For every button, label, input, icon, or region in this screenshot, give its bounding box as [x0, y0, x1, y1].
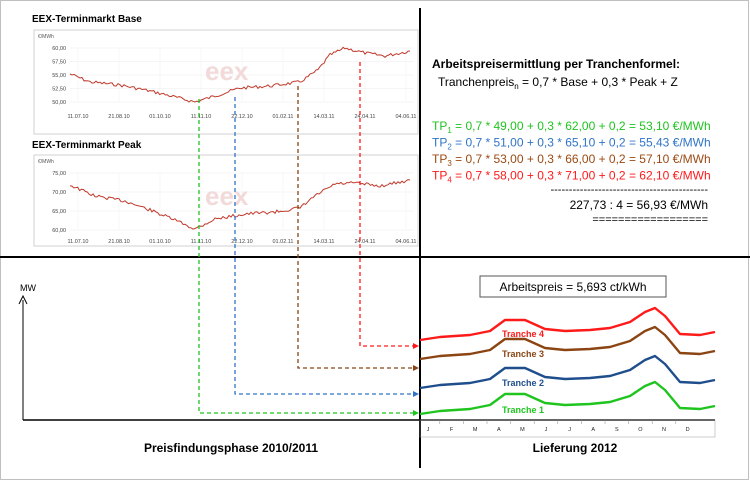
connector-red — [359, 62, 413, 347]
arrowhead-brown — [413, 365, 419, 371]
month-label: A — [497, 427, 501, 433]
month-label: D — [686, 427, 690, 433]
peak-chart-title: EEX-Terminmarkt Peak — [32, 140, 142, 151]
formula-text-after: = 0,7 * Base + 0,3 * Peak + Z — [519, 75, 678, 89]
connector-green — [198, 99, 413, 414]
x-tick-label: 01.10.10 — [149, 239, 170, 245]
x-tick-label: 22.12.10 — [231, 239, 252, 245]
formula-subscript: n — [514, 82, 518, 91]
month-label: F — [450, 427, 454, 433]
peak-watermark: eex — [205, 181, 249, 211]
base-grid — [70, 47, 414, 103]
tranche-curves: Tranche 1 Tranche 2 Tranche 3 Tranche 4 — [419, 306, 716, 416]
x-tick-label: 11.11.10 — [191, 114, 212, 120]
x-tick-label: 01.02.11 — [272, 239, 293, 245]
mw-axis-label: MW — [20, 283, 36, 293]
arrowhead-red — [413, 343, 419, 349]
tranche-curve — [419, 325, 716, 361]
tranche-label: Tranche 3 — [502, 349, 544, 359]
x-tick-label: 21.08.10 — [108, 239, 129, 245]
tranche-price-line: TP3 = 0,7 * 53,00 + 0,3 * 66,00 + 0,2 = … — [432, 152, 711, 168]
y-tick-label: 70,00 — [52, 190, 66, 196]
base-chart-title: EEX-Terminmarkt Base — [32, 14, 142, 25]
connector-blue — [234, 97, 413, 395]
tranche-price-lines: TP1 = 0,7 * 49,00 + 0,3 * 62,00 + 0,2 = … — [432, 119, 711, 185]
tranche-price-line: TP4 = 0,7 * 58,00 + 0,3 * 71,00 + 0,2 = … — [432, 169, 711, 185]
formula-dash-line: ----------------------------------------… — [550, 184, 708, 196]
x-tick-label: 24.04.11 — [354, 239, 375, 245]
x-tick-label: 04.06.11 — [395, 114, 416, 120]
base-watermark: eex — [205, 56, 249, 86]
base-y-labels: 60,00 57,50 55,00 52,50 50,00 — [52, 46, 66, 106]
x-tick-label: 01.02.11 — [272, 114, 293, 120]
arrowhead-green — [413, 410, 419, 416]
formula-expression: Tranchenpreisn = 0,7 * Base + 0,3 * Peak… — [438, 75, 678, 91]
y-tick-label: 57,50 — [52, 60, 66, 66]
tranche-price-line: TP2 = 0,7 * 51,00 + 0,3 * 65,10 + 0,2 = … — [432, 136, 711, 152]
month-label: M — [473, 427, 478, 433]
peak-price-line — [69, 179, 411, 230]
tranche-price-line: TP1 = 0,7 * 49,00 + 0,3 * 62,00 + 0,2 = … — [432, 119, 711, 135]
month-label: J — [568, 427, 571, 433]
tranche-label: Tranche 2 — [502, 378, 544, 388]
formula-eq-line: ================== — [592, 214, 708, 226]
base-chart-unit: €/MWh — [38, 34, 54, 40]
arbeitspreis-box — [479, 275, 667, 298]
y-tick-label: 65,00 — [52, 209, 66, 215]
mw-axis-arrow — [18, 294, 28, 305]
y-tick-label: 55,00 — [52, 73, 66, 79]
base-chart-frame — [33, 29, 419, 135]
tranche-curve — [419, 306, 716, 342]
base-chart: €/MWh 60,00 57,50 55,00 52,50 50,00 11.07.10… — [33, 29, 419, 135]
x-tick-label: 11.07.10 — [67, 114, 88, 120]
x-tick-label: 22.12.10 — [231, 114, 252, 120]
tranche-label: Tranche 1 — [502, 405, 544, 415]
peak-chart-unit: €/MWh — [38, 159, 54, 165]
x-tick-label: 11.07.10 — [67, 239, 88, 245]
arrowhead-blue — [413, 391, 419, 397]
peak-y-labels: 75,00 70,00 65,00 60,00 — [52, 171, 66, 234]
connector-brown — [297, 86, 413, 369]
peak-grid — [70, 172, 414, 231]
month-label: N — [662, 427, 666, 433]
arbeitspreis-label: Arbeitspreis = 5,693 ct/kWh — [499, 280, 646, 294]
month-strip — [419, 419, 716, 438]
x-tick-label: 14.03.11 — [313, 114, 334, 120]
y-tick-label: 50,00 — [52, 100, 66, 106]
month-label: A — [591, 427, 595, 433]
tranche-curve — [419, 354, 716, 390]
tranche-label: Tranche 4 — [502, 329, 544, 339]
x-tick-label: 11.11.10 — [191, 239, 212, 245]
y-tick-label: 52,50 — [52, 87, 66, 93]
y-tick-label: 75,00 — [52, 171, 66, 177]
x-tick-label: 04.06.11 — [395, 239, 416, 245]
x-tick-label: 24.04.11 — [354, 114, 375, 120]
y-tick-label: 60,00 — [52, 46, 66, 52]
tranche-curve — [419, 380, 716, 416]
phase-right-label: Lieferung 2012 — [533, 441, 618, 455]
peak-chart: €/MWh 75,00 70,00 65,00 60,00 11.07.10 21.08… — [33, 154, 419, 247]
phase-left-label: Preisfindungsphase 2010/2011 — [144, 441, 318, 455]
formula-heading: Arbeitspreisermittlung per Tranchenforme… — [432, 57, 680, 71]
base-x-labels: 11.07.10 21.08.10 01.10.10 11.11.10 22.12.10… — [67, 114, 416, 120]
peak-x-labels: 11.07.10 21.08.10 01.10.10 11.11.10 22.12.10… — [67, 239, 416, 245]
formula-sum-line: 227,73 : 4 = 56,93 €/MWh — [570, 198, 708, 212]
x-tick-label: 01.10.10 — [149, 114, 170, 120]
formula-text-before: Tranchenpreis — [438, 75, 514, 89]
base-price-line — [69, 46, 411, 103]
y-tick-label: 60,00 — [52, 228, 66, 234]
connector-arrows — [198, 62, 419, 416]
month-label: J — [545, 427, 548, 433]
month-label: J — [427, 427, 430, 433]
month-label: M — [520, 427, 525, 433]
x-tick-label: 21.08.10 — [108, 114, 129, 120]
x-tick-label: 14.03.11 — [313, 239, 334, 245]
month-label: O — [638, 427, 643, 433]
peak-chart-frame — [33, 154, 419, 247]
month-label: S — [615, 427, 619, 433]
